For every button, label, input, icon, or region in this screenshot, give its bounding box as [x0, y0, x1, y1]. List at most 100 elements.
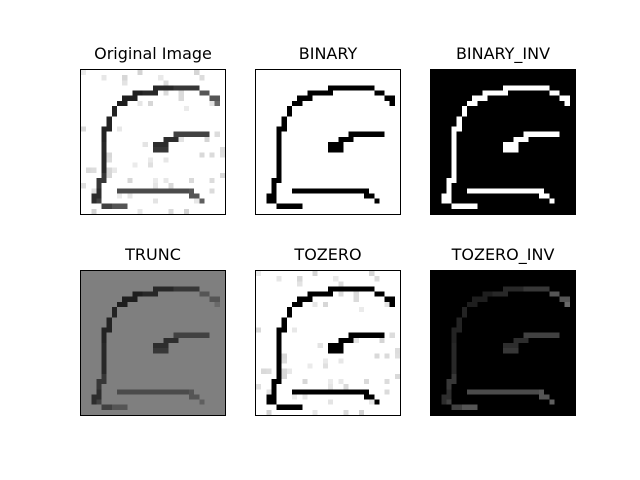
pixel	[348, 198, 354, 204]
pixel	[204, 80, 210, 86]
pixel	[389, 136, 395, 143]
pixel	[549, 136, 555, 143]
pixel	[389, 384, 395, 390]
pixel	[364, 172, 370, 179]
pixel	[472, 203, 478, 209]
pixel	[163, 198, 169, 204]
pixel	[518, 384, 524, 390]
pixel	[81, 409, 87, 415]
pixel	[137, 178, 143, 184]
pixel	[127, 136, 133, 143]
pixel	[266, 296, 272, 302]
pixel	[477, 281, 483, 287]
pixel	[436, 142, 442, 148]
pixel	[492, 307, 498, 313]
pixel	[472, 358, 478, 364]
pixel	[322, 70, 329, 76]
pixel	[276, 183, 282, 189]
pixel	[544, 106, 550, 112]
pixel	[533, 379, 540, 385]
pixel	[348, 394, 354, 400]
pixel	[446, 312, 452, 318]
pixel	[312, 296, 318, 302]
pixel	[163, 85, 169, 91]
pixel	[523, 172, 529, 179]
pixel	[183, 368, 190, 374]
pixel	[446, 394, 452, 400]
pixel	[358, 90, 365, 96]
pixel	[369, 126, 375, 132]
pixel	[153, 152, 159, 158]
pixel	[503, 384, 509, 390]
pixel	[122, 75, 128, 81]
pixel	[219, 389, 225, 395]
pixel	[276, 301, 282, 308]
pixel	[271, 348, 277, 354]
pixel	[343, 332, 349, 338]
pixel	[214, 178, 220, 184]
pixel	[451, 203, 457, 209]
pixel	[261, 172, 267, 179]
pixel	[389, 157, 395, 163]
pixel	[513, 296, 519, 302]
pixel	[271, 312, 277, 318]
pixel	[348, 126, 354, 132]
pixel	[518, 317, 524, 323]
pixel	[348, 178, 354, 184]
pixel	[436, 116, 442, 122]
pixel	[86, 271, 92, 277]
pixel	[456, 301, 462, 308]
pixel	[142, 136, 148, 143]
pixel	[431, 70, 437, 76]
pixel	[451, 198, 457, 204]
pixel	[328, 162, 334, 168]
pixel	[137, 394, 143, 400]
pixel	[533, 188, 540, 194]
pixel	[178, 384, 184, 390]
pixel	[276, 327, 282, 333]
pixel	[467, 281, 473, 287]
pixel	[451, 394, 457, 400]
pixel	[549, 343, 555, 349]
pixel	[158, 337, 164, 344]
pixel	[446, 126, 452, 132]
pixel	[292, 157, 298, 163]
pixel	[333, 167, 339, 173]
pixel	[554, 188, 560, 194]
pixel	[91, 193, 97, 199]
pixel	[369, 157, 375, 163]
pixel	[533, 332, 540, 338]
pixel	[333, 100, 339, 107]
pixel	[261, 142, 267, 148]
pixel	[147, 106, 154, 112]
pixel	[461, 100, 468, 107]
pixel	[446, 363, 452, 369]
pixel	[338, 183, 344, 189]
pixel	[189, 389, 195, 395]
pixel	[292, 404, 298, 410]
pixel	[132, 399, 138, 405]
pixel	[431, 307, 437, 313]
pixel	[101, 147, 107, 153]
pixel	[158, 327, 164, 333]
pixel	[492, 152, 498, 158]
pixel	[513, 142, 519, 148]
pixel	[96, 203, 102, 209]
pixel	[307, 343, 313, 349]
pixel	[364, 332, 370, 338]
pixel	[358, 116, 365, 122]
pixel	[168, 152, 174, 158]
pixel	[168, 271, 174, 277]
pixel	[353, 188, 359, 194]
pixel	[513, 363, 519, 369]
pixel	[559, 291, 565, 297]
pixel	[436, 286, 442, 292]
pixel	[549, 322, 555, 328]
pixel	[101, 291, 107, 297]
pixel	[297, 152, 303, 158]
pixel	[461, 90, 468, 96]
pixel	[276, 291, 282, 297]
pixel	[456, 70, 462, 76]
pixel	[441, 276, 447, 282]
pixel	[508, 379, 514, 385]
